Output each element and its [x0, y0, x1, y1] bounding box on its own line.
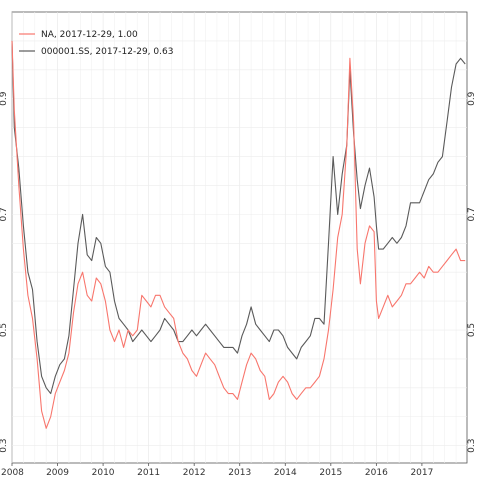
y-tick-label-right: 0.9	[467, 91, 477, 106]
y-tick-label-right: 0.7	[467, 207, 477, 221]
x-tick-label: 2013	[228, 468, 251, 478]
series-line-na	[11, 40, 466, 429]
legend: NA, 2017-12-29, 1.00 000001.SS, 2017-12-…	[19, 30, 173, 57]
y-tick-label-right: 0.5	[467, 323, 477, 337]
x-tick-label: 2016	[365, 468, 388, 478]
x-axis: 2008 2009 2010 2011 2012 2013 2014 2015 2016 2017	[1, 463, 433, 478]
x-tick-label: 2009	[46, 468, 69, 478]
legend-label-000001-ss: 000001.SS, 2017-12-29, 0.63	[41, 47, 173, 57]
y-axis-left: 0.9 0.7 0.5 0.3	[0, 91, 9, 453]
series-layer	[11, 40, 466, 429]
x-tick-label: 2017	[410, 468, 433, 478]
y-tick-label-left: 0.9	[0, 91, 9, 106]
x-tick-label: 2015	[319, 468, 342, 478]
y-tick-label-left: 0.3	[0, 438, 9, 452]
y-axis-right: 0.9 0.7 0.5 0.3	[467, 91, 477, 453]
x-tick-label: 2010	[92, 468, 115, 478]
x-tick-label: 2014	[274, 468, 297, 478]
x-tick-label: 2011	[137, 468, 160, 478]
y-tick-label-left: 0.5	[0, 323, 9, 337]
x-tick-label: 2012	[183, 468, 206, 478]
y-tick-label-left: 0.7	[0, 207, 9, 221]
x-tick-label: 2008	[1, 468, 24, 478]
legend-label-na: NA, 2017-12-29, 1.00	[41, 30, 138, 40]
series-line-000001-ss	[11, 40, 466, 395]
y-tick-label-right: 0.3	[467, 438, 477, 452]
grid-lines	[11, 12, 467, 463]
